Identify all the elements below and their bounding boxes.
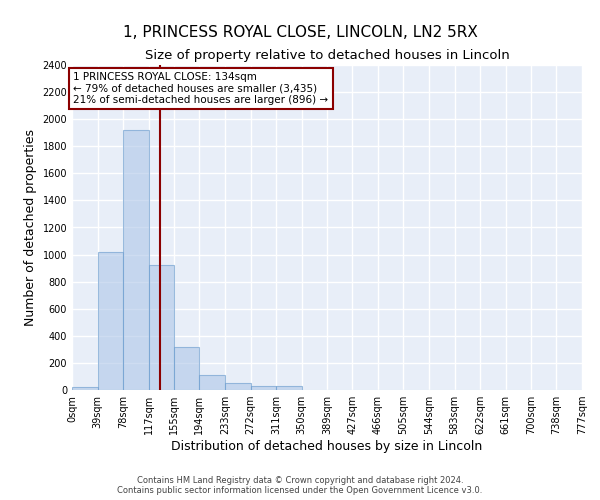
Title: Size of property relative to detached houses in Lincoln: Size of property relative to detached ho… xyxy=(145,50,509,62)
Bar xyxy=(149,266,174,390)
Y-axis label: Number of detached properties: Number of detached properties xyxy=(24,129,37,326)
X-axis label: Distribution of detached houses by size in Lincoln: Distribution of detached houses by size … xyxy=(172,440,482,453)
Bar xyxy=(199,375,225,390)
Bar xyxy=(225,383,251,390)
Bar xyxy=(72,388,98,390)
Text: 1, PRINCESS ROYAL CLOSE, LINCOLN, LN2 5RX: 1, PRINCESS ROYAL CLOSE, LINCOLN, LN2 5R… xyxy=(122,25,478,40)
Bar xyxy=(123,130,149,390)
Bar xyxy=(251,386,276,390)
Bar xyxy=(276,386,302,390)
Bar xyxy=(98,252,123,390)
Bar xyxy=(174,346,199,390)
Text: 1 PRINCESS ROYAL CLOSE: 134sqm
← 79% of detached houses are smaller (3,435)
21% : 1 PRINCESS ROYAL CLOSE: 134sqm ← 79% of … xyxy=(73,72,328,105)
Text: Contains HM Land Registry data © Crown copyright and database right 2024.
Contai: Contains HM Land Registry data © Crown c… xyxy=(118,476,482,495)
